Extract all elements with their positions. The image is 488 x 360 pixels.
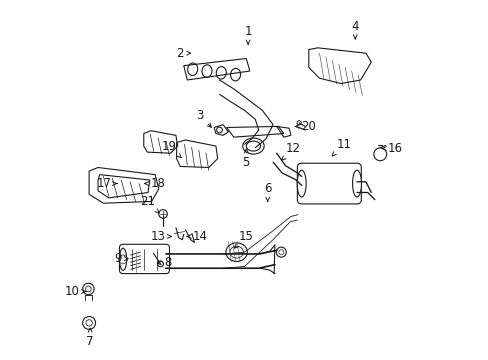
Text: 7: 7 <box>86 328 94 348</box>
Text: 11: 11 <box>331 138 350 156</box>
Text: 4: 4 <box>351 20 358 39</box>
Text: 14: 14 <box>187 230 207 243</box>
Text: 5: 5 <box>242 149 249 168</box>
Text: 3: 3 <box>196 109 211 127</box>
Text: 18: 18 <box>144 177 165 190</box>
Text: 1: 1 <box>244 25 251 44</box>
Text: 8: 8 <box>157 256 171 269</box>
Text: 2: 2 <box>176 47 190 60</box>
Text: 16: 16 <box>382 142 402 155</box>
FancyBboxPatch shape <box>119 244 169 274</box>
Text: 17: 17 <box>97 177 117 190</box>
Ellipse shape <box>352 170 361 197</box>
Text: 15: 15 <box>234 230 253 248</box>
Ellipse shape <box>119 248 126 270</box>
Text: 19: 19 <box>162 140 181 158</box>
Text: 12: 12 <box>281 142 300 160</box>
Text: 9: 9 <box>114 252 128 265</box>
Text: 21: 21 <box>140 195 159 213</box>
Ellipse shape <box>297 170 305 197</box>
Text: 20: 20 <box>295 120 316 133</box>
Text: 6: 6 <box>264 183 271 201</box>
FancyBboxPatch shape <box>297 163 361 204</box>
Text: 10: 10 <box>65 285 85 298</box>
Text: 13: 13 <box>150 230 171 243</box>
